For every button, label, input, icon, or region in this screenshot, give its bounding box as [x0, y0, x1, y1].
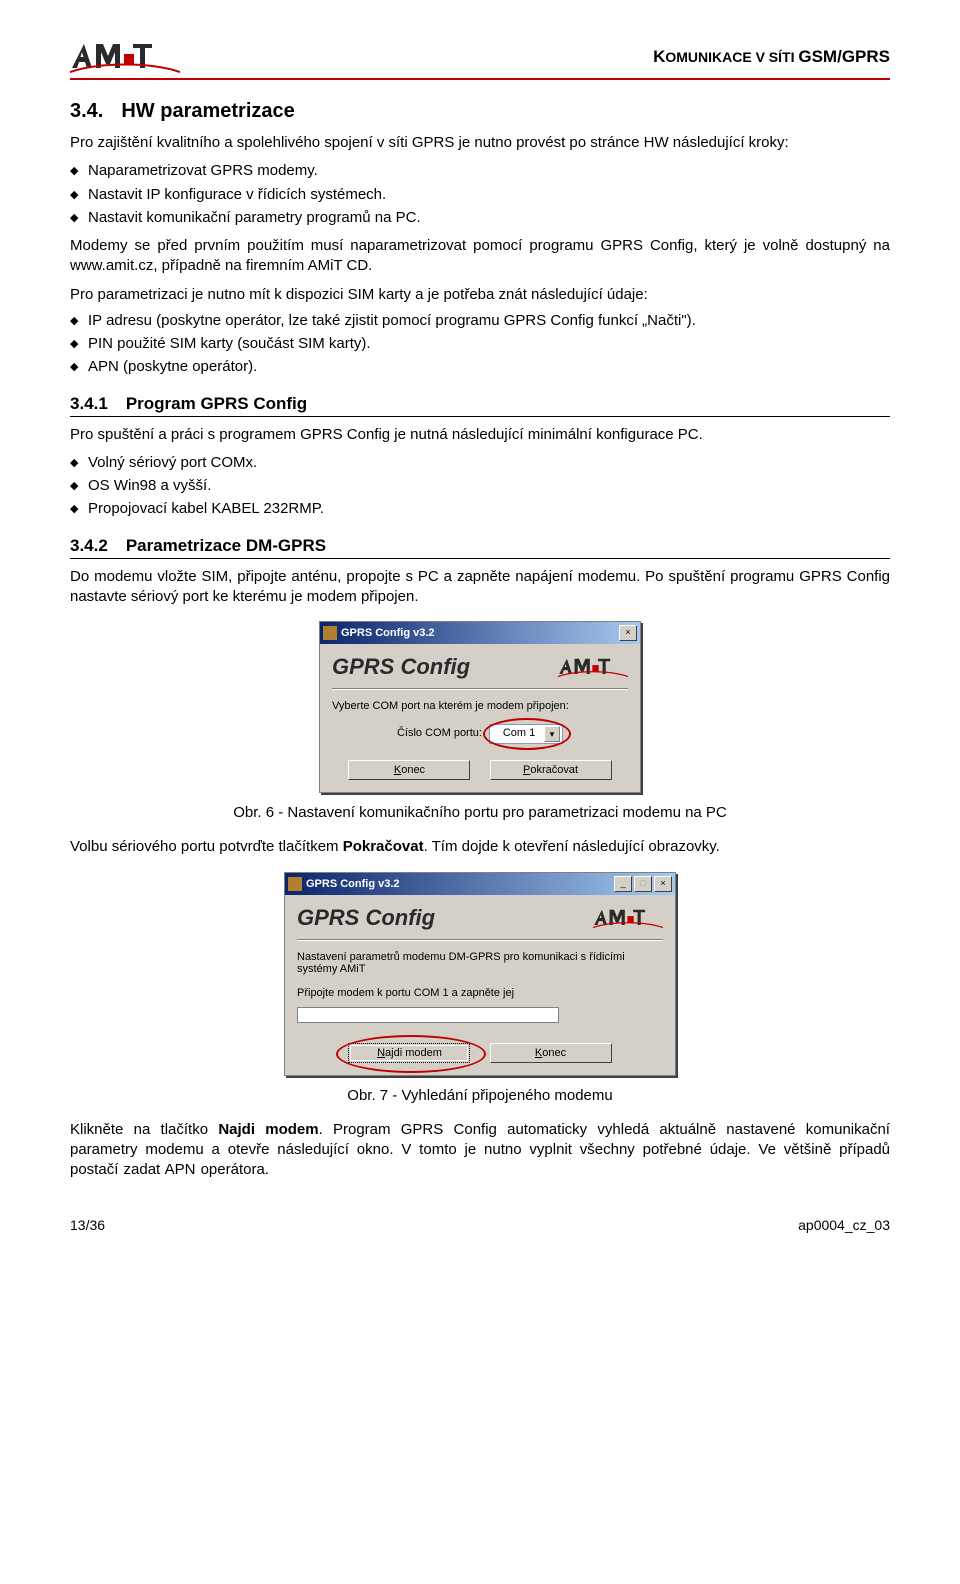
section-number: 3.4.	[70, 100, 103, 122]
com-port-label: Číslo COM portu:	[397, 727, 482, 739]
list-item: Propojovací kabel KABEL 232RMP.	[70, 499, 890, 519]
paragraph: Klikněte na tlačítko Najdi modem. Progra…	[70, 1120, 890, 1181]
paragraph: Modemy se před prvním použitím musí napa…	[70, 236, 890, 277]
dialog-window: GPRS Config v3.2 _ □ × GPRS Config	[284, 872, 676, 1076]
doc-id: ap0004_cz_03	[798, 1217, 890, 1233]
page-footer: 13/36 ap0004_cz_03	[70, 1217, 890, 1233]
list-item: PIN použité SIM karty (součást SIM karty…	[70, 334, 890, 354]
text: Volbu sériového portu potvrďte tlačítkem	[70, 838, 343, 855]
list-item: OS Win98 a vyšší.	[70, 476, 890, 496]
maximize-icon[interactable]: □	[634, 876, 652, 892]
section-title: Parametrizace DM-GPRS	[126, 536, 326, 555]
paragraph: Pro spuštění a práci s programem GPRS Co…	[70, 425, 890, 445]
figure-6: GPRS Config v3.2 × GPRS Config	[70, 621, 890, 793]
section-title: HW parametrizace	[121, 100, 294, 122]
page-header: KOMUNIKACE V SÍTI GSM/GPRS	[70, 40, 890, 80]
paragraph: Volbu sériového portu potvrďte tlačítkem…	[70, 837, 890, 857]
najdi-modem-button[interactable]: Najdi modem	[348, 1043, 470, 1063]
app-icon	[288, 877, 302, 891]
close-icon[interactable]: ×	[619, 625, 637, 641]
app-name: GPRS Config	[297, 905, 435, 931]
list-item: Naparametrizovat GPRS modemy.	[70, 161, 890, 181]
paragraph: Pro zajištění kvalitního a spolehlivého …	[70, 133, 890, 153]
app-name: GPRS Config	[332, 654, 470, 680]
pokracovat-button[interactable]: Pokračovat	[490, 760, 612, 780]
app-icon	[323, 626, 337, 640]
text-bold: Pokračovat	[343, 838, 424, 855]
page-number: 13/36	[70, 1217, 105, 1233]
section-number: 3.4.2	[70, 536, 108, 555]
dialog-body: GPRS Config Nas	[285, 895, 675, 1075]
konec-button[interactable]: Konec	[348, 760, 470, 780]
text-bold: Najdi modem	[218, 1121, 318, 1138]
progress-bar	[297, 1007, 559, 1023]
minimize-icon[interactable]: _	[614, 876, 632, 892]
list-item: IP adresu (poskytne operátor, lze také z…	[70, 311, 890, 331]
paragraph: Do modemu vložte SIM, připojte anténu, p…	[70, 567, 890, 608]
list-item: Nastavit IP konfigurace v řídicích systé…	[70, 185, 890, 205]
section-3-4-heading: 3.4. HW parametrizace	[70, 100, 890, 123]
dialog-label: Vyberte COM port na kterém je modem přip…	[332, 700, 628, 712]
list-item: Volný sériový port COMx.	[70, 453, 890, 473]
list-item: APN (poskytne operátor).	[70, 357, 890, 377]
amit-logo-small	[593, 907, 663, 929]
titlebar: GPRS Config v3.2 _ □ ×	[285, 873, 675, 895]
header-title: KOMUNIKACE V SÍTI GSM/GPRS	[653, 47, 890, 67]
list-item: Nastavit komunikační parametry programů …	[70, 208, 890, 228]
section-3-4-1-heading: 3.4.1 Program GPRS Config	[70, 394, 890, 417]
text: Klikněte na tlačítko	[70, 1121, 218, 1138]
bullet-list: Naparametrizovat GPRS modemy. Nastavit I…	[70, 161, 890, 228]
page: KOMUNIKACE V SÍTI GSM/GPRS 3.4. HW parame…	[0, 0, 960, 1263]
dialog-label: Připojte modem k portu COM 1 a zapněte j…	[297, 987, 663, 999]
text: . Tím dojde k otevření následující obraz…	[424, 838, 720, 855]
amit-logo-small	[558, 656, 628, 678]
close-icon[interactable]: ×	[654, 876, 672, 892]
konec-button[interactable]: Konec	[490, 1043, 612, 1063]
figure-7: GPRS Config v3.2 _ □ × GPRS Config	[70, 872, 890, 1076]
section-3-4-2-heading: 3.4.2 Parametrizace DM-GPRS	[70, 536, 890, 559]
dialog-window: GPRS Config v3.2 × GPRS Config	[319, 621, 641, 793]
section-title: Program GPRS Config	[126, 394, 307, 413]
dialog-label: Nastavení parametrů modemu DM-GPRS pro k…	[297, 951, 663, 975]
window-title: GPRS Config v3.2	[341, 627, 617, 639]
header-title-text: KOMUNIKACE V SÍTI GSM/GPRS	[653, 47, 890, 66]
com-port-select[interactable]: Com 1	[489, 724, 563, 744]
dialog-body: GPRS Config Vyb	[320, 644, 640, 792]
bullet-list: IP adresu (poskytne operátor, lze také z…	[70, 311, 890, 378]
window-title: GPRS Config v3.2	[306, 878, 612, 890]
bullet-list: Volný sériový port COMx. OS Win98 a vyšš…	[70, 453, 890, 520]
figure-7-caption: Obr. 7 - Vyhledání připojeného modemu	[70, 1086, 890, 1106]
titlebar: GPRS Config v3.2 ×	[320, 622, 640, 644]
paragraph: Pro parametrizaci je nutno mít k dispozi…	[70, 285, 890, 305]
figure-6-caption: Obr. 6 - Nastavení komunikačního portu p…	[70, 803, 890, 823]
section-number: 3.4.1	[70, 394, 108, 413]
amit-logo	[70, 40, 180, 74]
